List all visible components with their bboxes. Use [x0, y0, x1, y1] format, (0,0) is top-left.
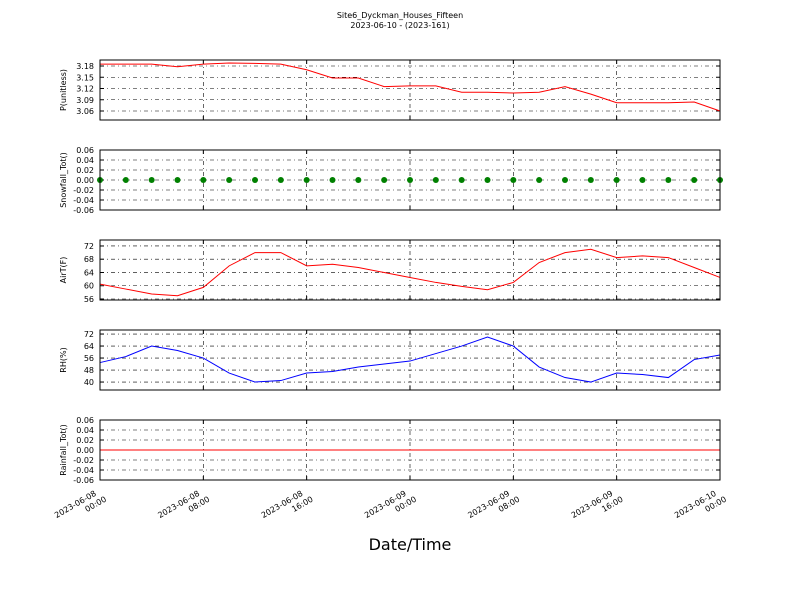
y-axis-label: Snowfall_Tot() [59, 152, 68, 208]
data-point [174, 177, 181, 183]
y-tick-label: 0.00 [76, 446, 94, 455]
chart-subtitle: 2023-06-10 - (2023-161) [350, 21, 449, 30]
data-line [99, 336, 721, 383]
data-line [100, 62, 721, 112]
data-point [252, 177, 258, 183]
data-point [122, 177, 129, 183]
data-point [510, 177, 517, 183]
data-point [200, 177, 207, 183]
data-point [536, 177, 543, 183]
data-point [407, 177, 413, 183]
data-point [613, 177, 620, 183]
y-axis-label: Rainfall_Tot() [59, 424, 68, 476]
data-point [226, 177, 233, 183]
plot-frame [99, 419, 721, 481]
y-tick-label: 0.04 [76, 426, 94, 435]
plot-frame [99, 149, 721, 211]
y-tick-label: -0.06 [73, 476, 94, 485]
y-tick-label: 56 [84, 354, 94, 363]
y-tick-label: 3.06 [76, 107, 94, 116]
data-point [432, 177, 439, 183]
y-axis-label: P(unitless) [59, 69, 68, 111]
y-tick-label: -0.04 [73, 196, 94, 205]
y-tick-label: 64 [84, 342, 94, 351]
plot-frame [99, 239, 721, 301]
y-tick-label: -0.04 [73, 466, 94, 475]
y-tick-label: 68 [84, 255, 94, 264]
y-tick-label: 64 [84, 268, 94, 277]
y-tick-label: 0.04 [76, 156, 94, 165]
y-tick-label: 0.02 [76, 166, 94, 175]
chart-title: Site6_Dyckman_Houses_Fifteen [337, 11, 463, 20]
data-point [665, 177, 672, 183]
data-point [329, 177, 336, 183]
y-tick-label: -0.02 [73, 186, 94, 195]
data-point [303, 177, 310, 183]
data-point [148, 177, 155, 183]
y-tick-label: -0.06 [73, 206, 94, 215]
y-tick-label: 0.00 [76, 176, 94, 185]
data-point [381, 177, 388, 183]
y-tick-label: 3.15 [76, 73, 94, 82]
y-tick-label: 72 [84, 330, 94, 339]
y-tick-label: 40 [84, 378, 94, 387]
data-point [458, 177, 465, 183]
y-tick-label: 0.02 [76, 436, 94, 445]
y-axis-label: RH(%) [59, 347, 68, 372]
y-tick-label: 0.06 [76, 416, 94, 425]
plot-frame [99, 329, 721, 391]
data-point [562, 177, 568, 183]
data-point [587, 177, 594, 183]
x-axis-label: Date/Time [369, 535, 452, 554]
y-tick-label: 56 [84, 295, 94, 304]
data-point [639, 177, 646, 183]
y-tick-label: 48 [84, 366, 94, 375]
data-point [355, 177, 362, 183]
y-tick-label: 3.12 [76, 85, 94, 94]
y-tick-label: 0.06 [76, 146, 94, 155]
y-tick-label: 3.18 [76, 62, 94, 71]
data-line [99, 248, 721, 297]
data-point [484, 177, 491, 183]
plot-frame [99, 59, 721, 121]
y-axis-label: AirT(F) [59, 257, 68, 284]
data-point [691, 177, 698, 183]
y-tick-label: 3.09 [76, 96, 94, 105]
data-point [277, 177, 284, 183]
y-tick-label: 72 [84, 242, 94, 251]
y-tick-label: 60 [84, 282, 94, 291]
y-tick-label: -0.02 [73, 456, 94, 465]
